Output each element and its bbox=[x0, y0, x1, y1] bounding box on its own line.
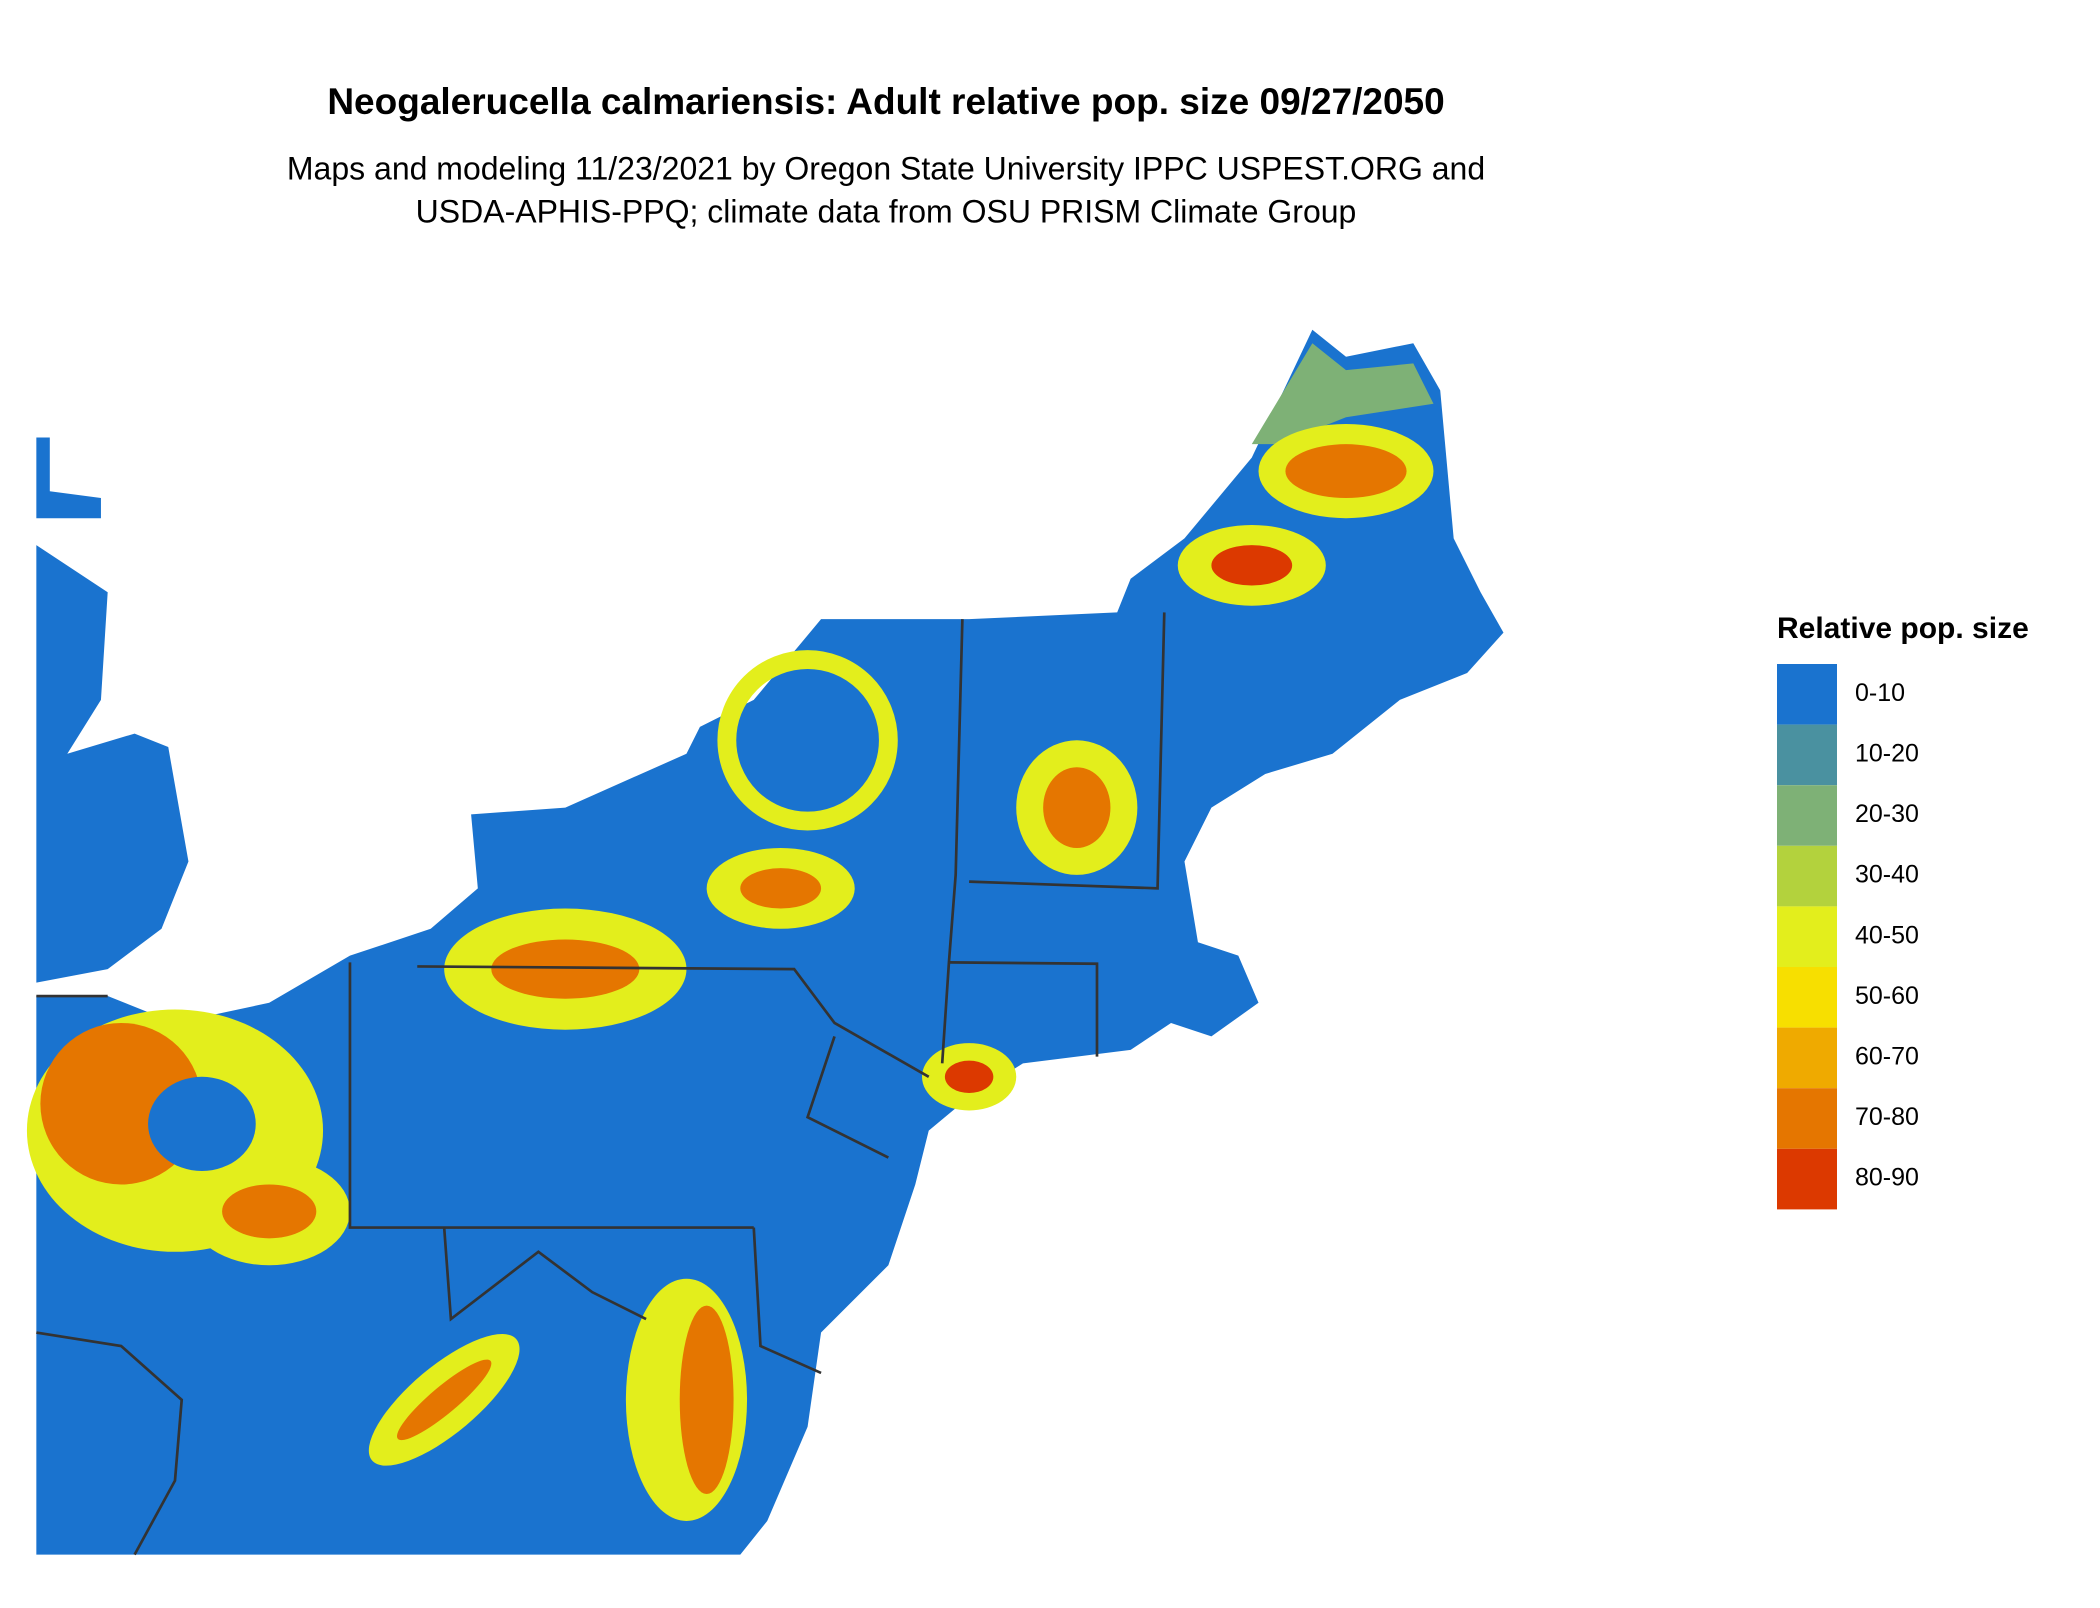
legend-swatch bbox=[1777, 967, 1837, 1028]
hotspot bbox=[396, 1359, 492, 1441]
title: Neogalerucella calmariensis: Adult relat… bbox=[327, 81, 1444, 122]
hotspots bbox=[26, 343, 1434, 1521]
boundaries bbox=[36, 612, 1166, 1556]
hotspot-ring bbox=[717, 650, 898, 831]
subtitle: USDA-APHIS-PPQ; climate data from OSU PR… bbox=[416, 193, 1357, 229]
state-line bbox=[417, 965, 930, 1078]
hotspot bbox=[222, 1184, 317, 1239]
region bbox=[36, 329, 1504, 1555]
state-line bbox=[348, 962, 754, 1229]
state-line bbox=[36, 1331, 184, 1556]
legend-label: 50-60 bbox=[1855, 982, 1919, 1010]
legend-swatch bbox=[1777, 906, 1837, 967]
hotspot bbox=[1211, 545, 1293, 586]
hotspot bbox=[679, 1305, 734, 1495]
state-line bbox=[969, 612, 1166, 890]
hotspot bbox=[491, 939, 640, 999]
legend-title: Relative pop. size bbox=[1777, 612, 2029, 645]
legend-label: 10-20 bbox=[1855, 740, 1919, 768]
legend-label: 20-30 bbox=[1855, 800, 1919, 828]
hotspot bbox=[1285, 444, 1407, 499]
legend-swatch bbox=[1777, 1027, 1837, 1089]
legend-label: 60-70 bbox=[1855, 1043, 1919, 1071]
legend-label: 30-40 bbox=[1855, 861, 1919, 889]
legend-label: 70-80 bbox=[1855, 1103, 1919, 1131]
legend-label: 80-90 bbox=[1855, 1164, 1919, 1192]
state-line bbox=[805, 1035, 889, 1159]
legend-swatch bbox=[1777, 1148, 1837, 1210]
region bbox=[36, 437, 101, 519]
legend-swatch bbox=[1777, 664, 1837, 725]
hotspot bbox=[944, 1060, 994, 1093]
land bbox=[36, 329, 1504, 1555]
legend-label: 40-50 bbox=[1855, 921, 1919, 949]
legend-swatch bbox=[1777, 785, 1837, 846]
region bbox=[36, 545, 189, 983]
subtitle: Maps and modeling 11/23/2021 by Oregon S… bbox=[287, 150, 1485, 186]
legend-swatch bbox=[1777, 845, 1837, 907]
legend-swatch bbox=[1777, 724, 1837, 786]
map bbox=[26, 329, 1504, 1556]
hotspot bbox=[1043, 767, 1111, 848]
hotspot bbox=[148, 1076, 256, 1172]
legend-label: 0-10 bbox=[1855, 679, 1905, 707]
hotspot bbox=[740, 868, 822, 909]
state-line bbox=[752, 1227, 822, 1375]
state-line bbox=[442, 1227, 647, 1322]
state-line bbox=[940, 619, 964, 1064]
legend: 0-10 10-20 20-30 30-40 40-50 50-60 60-70 70-80 8… bbox=[1777, 664, 1919, 1210]
state-line bbox=[948, 961, 1099, 1057]
legend-swatch bbox=[1777, 1088, 1837, 1149]
